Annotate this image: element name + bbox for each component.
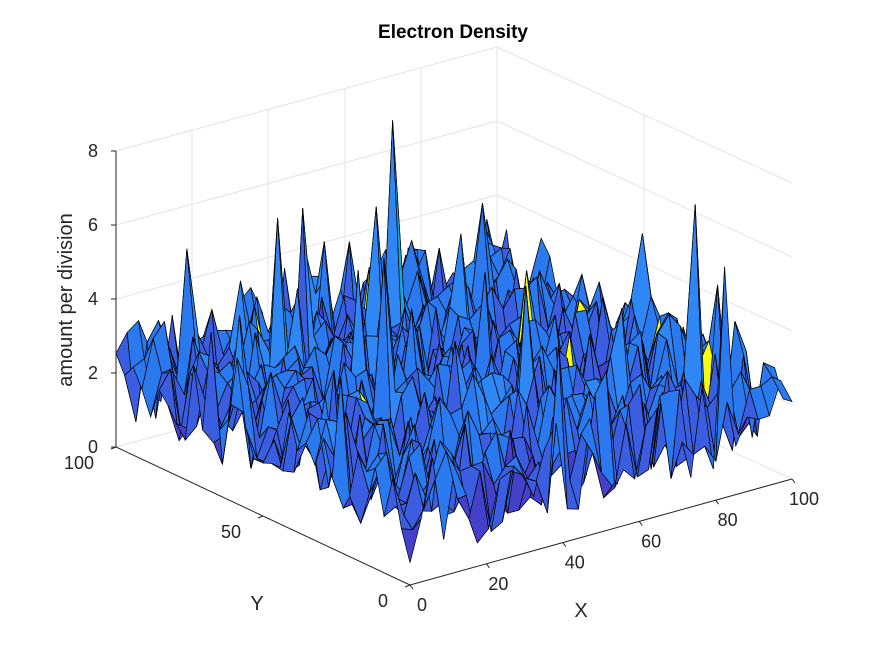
- z-axis-label: amount per division: [55, 213, 77, 386]
- x-tick-label: 0: [417, 595, 427, 615]
- x-tick-label: 60: [641, 531, 661, 551]
- tick-mark: [791, 478, 796, 484]
- z-tick-label: 8: [88, 141, 98, 161]
- x-tick-label: 100: [789, 489, 819, 509]
- surface-mesh: [115, 120, 793, 563]
- x-tick-label: 80: [718, 510, 738, 530]
- z-tick-label: 6: [88, 215, 98, 235]
- y-axis-label: Y: [250, 593, 263, 615]
- tick-mark: [485, 563, 490, 569]
- x-axis-label: X: [574, 600, 587, 622]
- x-tick-label: 20: [488, 574, 508, 594]
- y-tick-label: 0: [378, 591, 388, 611]
- tick-mark: [409, 584, 414, 590]
- x-tick-label: 40: [565, 553, 585, 573]
- y-tick-label: 100: [64, 453, 94, 473]
- tick-mark: [715, 499, 719, 505]
- tick-mark: [638, 521, 643, 526]
- z-tick-label: 2: [88, 363, 98, 383]
- z-tick-label: 4: [88, 289, 98, 309]
- x-axis-line: [409, 478, 793, 586]
- z-tick-label: 0: [88, 437, 98, 457]
- y-tick-label: 50: [221, 522, 241, 542]
- tick-mark: [404, 584, 411, 588]
- tick-mark: [257, 515, 264, 519]
- tick-mark: [562, 542, 567, 547]
- surface-patch: [771, 376, 793, 403]
- chart-title: Electron Density: [378, 22, 528, 43]
